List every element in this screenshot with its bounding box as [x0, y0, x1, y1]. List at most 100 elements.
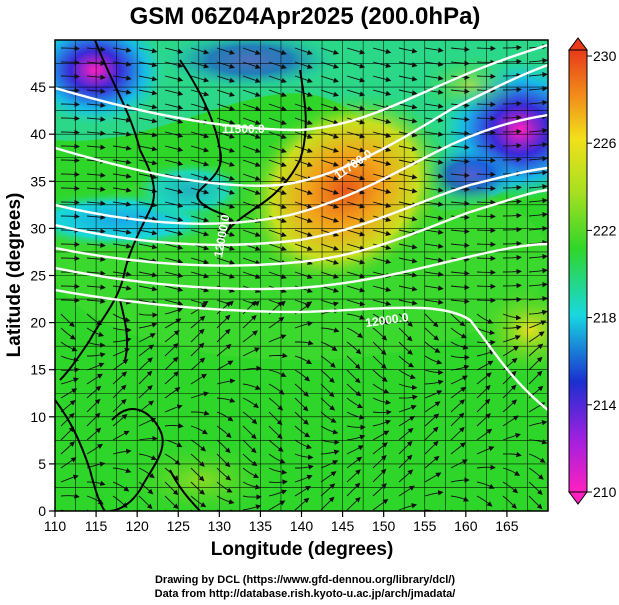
- streamline: [294, 103, 313, 111]
- streamline: [86, 284, 106, 290]
- streamline: [294, 474, 313, 483]
- streamline: [294, 47, 313, 55]
- streamline: [398, 89, 418, 96]
- x-tick-label: 160: [454, 518, 478, 534]
- streamline: [502, 313, 522, 321]
- streamline: [450, 354, 470, 361]
- streamline: [190, 425, 208, 435]
- streamline: [86, 412, 101, 427]
- streamline: [190, 47, 210, 55]
- streamline: [398, 285, 418, 292]
- x-tick-label: 125: [167, 518, 191, 534]
- streamline: [138, 159, 158, 166]
- streamline: [346, 47, 366, 55]
- streamline: [502, 44, 522, 51]
- streamline: [346, 496, 361, 511]
- streamline: [372, 313, 389, 325]
- streamline: [242, 271, 261, 279]
- streamline: [60, 341, 78, 352]
- y-axis: 0 5 10 15 20 25 30 35 40 45: [30, 79, 55, 519]
- streamline: [424, 229, 444, 235]
- streamline: [242, 47, 261, 55]
- streamline: [87, 352, 106, 358]
- streamline: [242, 75, 261, 83]
- streamline: [164, 117, 184, 124]
- streamline: [216, 360, 234, 371]
- streamline: [138, 215, 158, 222]
- streamline: [164, 453, 181, 465]
- streamline: [164, 307, 184, 315]
- streamline: [398, 454, 413, 469]
- streamline: [346, 456, 363, 469]
- streamline: [86, 200, 106, 206]
- streamline: [60, 367, 80, 373]
- streamline: [320, 483, 336, 497]
- streamline: [112, 413, 128, 427]
- streamline: [346, 215, 366, 223]
- streamline: [112, 327, 132, 333]
- streamline: [242, 145, 261, 153]
- streamline: [424, 313, 439, 328]
- streamline: [164, 371, 179, 385]
- streamline: [164, 61, 184, 68]
- streamline: [476, 199, 496, 206]
- streamline: [294, 243, 313, 251]
- streamline: [450, 116, 470, 122]
- x-axis-label: Longitude (degrees): [211, 539, 394, 560]
- streamline: [476, 227, 496, 234]
- streamline: [372, 430, 390, 441]
- streamline: [528, 72, 548, 78]
- streamline: [424, 187, 444, 193]
- streamline: [86, 270, 106, 276]
- streamline: [190, 75, 210, 83]
- streamline: [294, 340, 314, 346]
- streamline: [372, 442, 388, 455]
- streamline: [216, 117, 235, 125]
- streamline: [398, 404, 417, 413]
- streamline: [216, 328, 231, 343]
- streamline: [138, 370, 153, 385]
- streamline: [398, 117, 418, 124]
- streamline: [138, 467, 155, 479]
- streamline: [190, 61, 210, 69]
- streamline: [476, 481, 495, 489]
- streamline: [372, 47, 392, 55]
- streamline: [450, 313, 466, 327]
- streamline: [450, 426, 465, 441]
- streamline: [138, 481, 154, 495]
- streamline: [294, 61, 313, 69]
- streamline: [476, 73, 496, 80]
- streamline: [528, 370, 543, 385]
- streamline: [294, 397, 309, 412]
- streamline: [60, 185, 80, 192]
- streamline: [60, 493, 80, 499]
- y-tick-label: 25: [30, 268, 46, 284]
- streamline: [450, 412, 465, 427]
- streamline: [502, 226, 522, 233]
- streamline: [242, 467, 260, 478]
- streamline: [502, 346, 520, 357]
- streamline: [86, 256, 106, 262]
- streamline: [398, 469, 414, 483]
- streamline: [60, 129, 80, 136]
- colorbar-scale: [568, 49, 588, 493]
- streamline: [502, 58, 522, 65]
- streamline: [164, 495, 179, 509]
- streamline: [372, 159, 392, 167]
- x-tick-label: 140: [290, 518, 314, 534]
- streamline: [476, 115, 496, 122]
- streamline: [242, 61, 261, 69]
- streamline: [424, 75, 444, 81]
- streamline: [424, 271, 444, 277]
- streamline: [346, 75, 366, 83]
- streamline: [112, 384, 127, 399]
- streamline: [86, 116, 106, 122]
- streamline: [268, 215, 287, 224]
- streamline: [164, 387, 181, 399]
- coastlines: [55, 40, 307, 511]
- streamline: [164, 89, 184, 96]
- colorbar-tick-label: 226: [593, 135, 617, 151]
- streamline: [294, 215, 313, 223]
- streamline: [320, 355, 336, 368]
- x-tick-label: 150: [372, 518, 396, 534]
